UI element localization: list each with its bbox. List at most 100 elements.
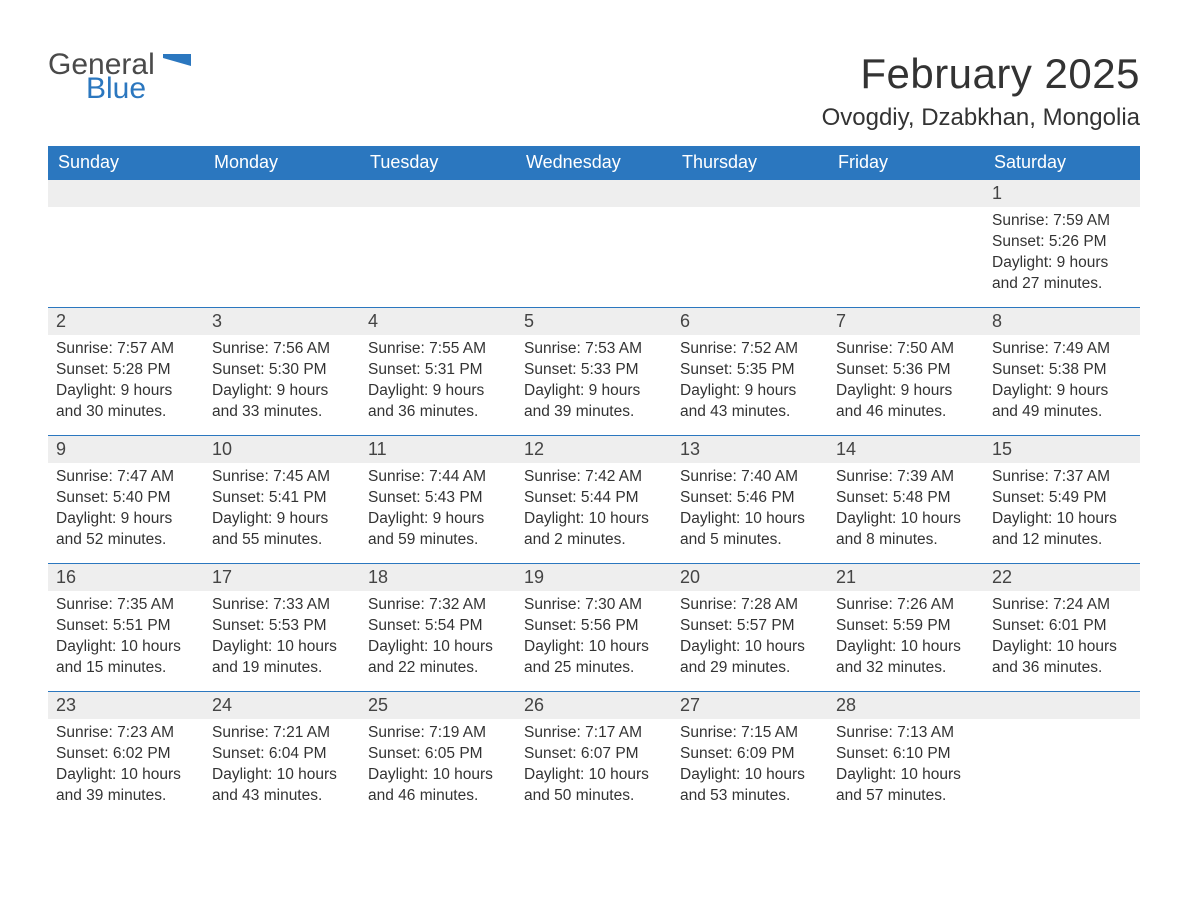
day-number: 11 bbox=[360, 435, 516, 463]
sunrise-line: Sunrise: 7:56 AM bbox=[212, 339, 352, 360]
day-cell: 17 Sunrise: 7:33 AMSunset: 5:53 PMDayligh… bbox=[204, 563, 360, 691]
day-cell: 16Sunrise: 7:35 AMSunset: 5:51 PMDayligh… bbox=[48, 563, 204, 691]
sunset-line: Sunset: 6:04 PM bbox=[212, 744, 352, 765]
sunset-line: Sunset: 6:09 PM bbox=[680, 744, 820, 765]
daylight-line: Daylight: 10 hours and 19 minutes. bbox=[212, 637, 352, 679]
week-row: 9Sunrise: 7:47 AMSunset: 5:40 PMDaylight… bbox=[48, 435, 1140, 563]
day-body: Sunrise: 7:19 AMSunset: 6:05 PMDaylight:… bbox=[360, 719, 516, 817]
sunrise-line: Sunrise: 7:59 AM bbox=[992, 211, 1132, 232]
day-cell bbox=[360, 179, 516, 307]
day-number: 17 bbox=[204, 563, 360, 591]
day-cell: 23Sunrise: 7:23 AMSunset: 6:02 PMDayligh… bbox=[48, 691, 204, 819]
sunrise-line: Sunrise: 7:33 AM bbox=[212, 595, 352, 616]
day-body bbox=[48, 207, 204, 221]
day-body: Sunrise: 7:52 AMSunset: 5:35 PMDaylight:… bbox=[672, 335, 828, 433]
day-number: 20 bbox=[672, 563, 828, 591]
sunset-line: Sunset: 5:53 PM bbox=[212, 616, 352, 637]
day-number: 8 bbox=[984, 307, 1140, 335]
day-body: Sunrise: 7:42 AMSunset: 5:44 PMDaylight:… bbox=[516, 463, 672, 561]
logo-flag-icon bbox=[163, 61, 191, 78]
sunset-line: Sunset: 5:36 PM bbox=[836, 360, 976, 381]
sunset-line: Sunset: 5:59 PM bbox=[836, 616, 976, 637]
daylight-line: Daylight: 10 hours and 15 minutes. bbox=[56, 637, 196, 679]
location-line: Ovogdiy, Dzabkhan, Mongolia bbox=[822, 104, 1140, 132]
sunset-line: Sunset: 5:44 PM bbox=[524, 488, 664, 509]
col-header: Wednesday bbox=[516, 146, 672, 179]
day-cell: 10Sunrise: 7:45 AMSunset: 5:41 PMDayligh… bbox=[204, 435, 360, 563]
sunset-line: Sunset: 6:10 PM bbox=[836, 744, 976, 765]
sunset-line: Sunset: 5:49 PM bbox=[992, 488, 1132, 509]
day-number: 5 bbox=[516, 307, 672, 335]
day-number: 9 bbox=[48, 435, 204, 463]
day-number: 13 bbox=[672, 435, 828, 463]
daylight-line: Daylight: 10 hours and 39 minutes. bbox=[56, 765, 196, 807]
sunrise-line: Sunrise: 7:37 AM bbox=[992, 467, 1132, 488]
sunset-line: Sunset: 6:01 PM bbox=[992, 616, 1132, 637]
day-number: 4 bbox=[360, 307, 516, 335]
day-body: Sunrise: 7:40 AMSunset: 5:46 PMDaylight:… bbox=[672, 463, 828, 561]
sunset-line: Sunset: 5:46 PM bbox=[680, 488, 820, 509]
sunset-line: Sunset: 5:54 PM bbox=[368, 616, 508, 637]
day-body: Sunrise: 7:49 AMSunset: 5:38 PMDaylight:… bbox=[984, 335, 1140, 433]
daylight-line: Daylight: 9 hours and 52 minutes. bbox=[56, 509, 196, 551]
sunset-line: Sunset: 5:30 PM bbox=[212, 360, 352, 381]
daylight-line: Daylight: 9 hours and 46 minutes. bbox=[836, 381, 976, 423]
daylight-line: Daylight: 9 hours and 33 minutes. bbox=[212, 381, 352, 423]
sunset-line: Sunset: 5:40 PM bbox=[56, 488, 196, 509]
day-cell: 20Sunrise: 7:28 AMSunset: 5:57 PMDayligh… bbox=[672, 563, 828, 691]
sunrise-line: Sunrise: 7:30 AM bbox=[524, 595, 664, 616]
sunrise-line: Sunrise: 7:19 AM bbox=[368, 723, 508, 744]
day-header-row: Sunday Monday Tuesday Wednesday Thursday… bbox=[48, 146, 1140, 179]
sunrise-line: Sunrise: 7:45 AM bbox=[212, 467, 352, 488]
col-header: Saturday bbox=[984, 146, 1140, 179]
daylight-line: Daylight: 10 hours and 29 minutes. bbox=[680, 637, 820, 679]
sunset-line: Sunset: 5:43 PM bbox=[368, 488, 508, 509]
sunset-line: Sunset: 6:02 PM bbox=[56, 744, 196, 765]
day-number bbox=[48, 179, 204, 207]
sunrise-line: Sunrise: 7:17 AM bbox=[524, 723, 664, 744]
daylight-line: Daylight: 10 hours and 46 minutes. bbox=[368, 765, 508, 807]
daylight-line: Daylight: 9 hours and 36 minutes. bbox=[368, 381, 508, 423]
header: General Blue February 2025 Ovogdiy, Dzab… bbox=[48, 50, 1140, 132]
day-number: 26 bbox=[516, 691, 672, 719]
daylight-line: Daylight: 10 hours and 12 minutes. bbox=[992, 509, 1132, 551]
sunrise-line: Sunrise: 7:13 AM bbox=[836, 723, 976, 744]
day-cell: 26Sunrise: 7:17 AMSunset: 6:07 PMDayligh… bbox=[516, 691, 672, 819]
day-number: 22 bbox=[984, 563, 1140, 591]
day-number bbox=[828, 179, 984, 207]
day-number: 21 bbox=[828, 563, 984, 591]
sunrise-line: Sunrise: 7:47 AM bbox=[56, 467, 196, 488]
sunset-line: Sunset: 5:28 PM bbox=[56, 360, 196, 381]
day-cell: 3Sunrise: 7:56 AMSunset: 5:30 PMDaylight… bbox=[204, 307, 360, 435]
day-cell: 7Sunrise: 7:50 AMSunset: 5:36 PMDaylight… bbox=[828, 307, 984, 435]
day-body: Sunrise: 7:21 AMSunset: 6:04 PMDaylight:… bbox=[204, 719, 360, 817]
sunrise-line: Sunrise: 7:57 AM bbox=[56, 339, 196, 360]
day-body: Sunrise: 7:57 AMSunset: 5:28 PMDaylight:… bbox=[48, 335, 204, 433]
sunset-line: Sunset: 5:38 PM bbox=[992, 360, 1132, 381]
daylight-line: Daylight: 10 hours and 57 minutes. bbox=[836, 765, 976, 807]
day-cell: 5Sunrise: 7:53 AMSunset: 5:33 PMDaylight… bbox=[516, 307, 672, 435]
day-cell: 15Sunrise: 7:37 AMSunset: 5:49 PMDayligh… bbox=[984, 435, 1140, 563]
sunrise-line: Sunrise: 7:42 AM bbox=[524, 467, 664, 488]
sunset-line: Sunset: 6:05 PM bbox=[368, 744, 508, 765]
daylight-line: Daylight: 10 hours and 25 minutes. bbox=[524, 637, 664, 679]
day-body: Sunrise: 7:44 AMSunset: 5:43 PMDaylight:… bbox=[360, 463, 516, 561]
day-body: Sunrise: 7:15 AMSunset: 6:09 PMDaylight:… bbox=[672, 719, 828, 817]
day-number: 14 bbox=[828, 435, 984, 463]
sunrise-line: Sunrise: 7:26 AM bbox=[836, 595, 976, 616]
daylight-line: Daylight: 10 hours and 36 minutes. bbox=[992, 637, 1132, 679]
day-number bbox=[204, 179, 360, 207]
sunrise-line: Sunrise: 7:39 AM bbox=[836, 467, 976, 488]
day-cell: 19Sunrise: 7:30 AMSunset: 5:56 PMDayligh… bbox=[516, 563, 672, 691]
day-number: 28 bbox=[828, 691, 984, 719]
daylight-line: Daylight: 10 hours and 50 minutes. bbox=[524, 765, 664, 807]
sunrise-line: Sunrise: 7:55 AM bbox=[368, 339, 508, 360]
day-body: Sunrise: 7:39 AMSunset: 5:48 PMDaylight:… bbox=[828, 463, 984, 561]
daylight-line: Daylight: 9 hours and 39 minutes. bbox=[524, 381, 664, 423]
sunset-line: Sunset: 5:31 PM bbox=[368, 360, 508, 381]
day-body bbox=[516, 207, 672, 221]
sunrise-line: Sunrise: 7:53 AM bbox=[524, 339, 664, 360]
week-row: 2Sunrise: 7:57 AMSunset: 5:28 PMDaylight… bbox=[48, 307, 1140, 435]
day-cell bbox=[204, 179, 360, 307]
day-body: Sunrise: 7:26 AMSunset: 5:59 PMDaylight:… bbox=[828, 591, 984, 689]
